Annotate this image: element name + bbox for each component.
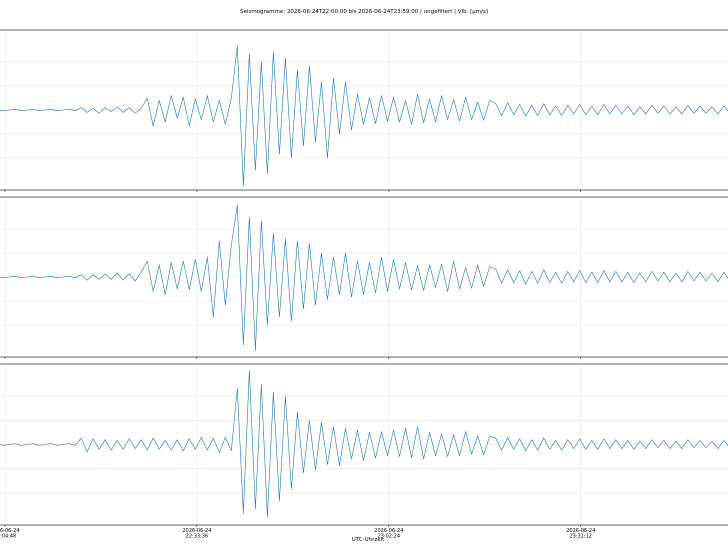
- x-tick-label: 2026-06-24 23:02:24: [374, 528, 403, 540]
- axes-frame: [0, 29, 728, 191]
- chart-title: Seismogramme: 2026-06-24T22:00:00 bis 20…: [240, 9, 488, 15]
- trace: [0, 45, 728, 187]
- axes-frame: [0, 196, 728, 358]
- x-tick-label-line: 22:04:48: [0, 534, 16, 540]
- x-tick-label-line: 22:33:36: [186, 534, 208, 540]
- x-tick-label-line: 2026-06-24: [182, 528, 211, 534]
- x-tick-label: 2026-06-24 22:33:36: [182, 528, 211, 540]
- axes-frame: [0, 363, 728, 526]
- trace: [0, 204, 728, 351]
- x-tick-label-line: 2026-06-24: [374, 528, 403, 534]
- x-tick-label-line: 23:31:12: [570, 534, 592, 540]
- x-axis-label: UTC-Uhrzeit: [352, 537, 385, 543]
- trace: [0, 370, 728, 518]
- x-tick-label-line: 23:02:24: [378, 534, 400, 540]
- x-tick-label-line: 2026-06-24: [566, 528, 595, 534]
- x-tick-label: 2026-06-24 23:31:12: [566, 528, 595, 540]
- x-tick-label-line: 2026-06-24: [0, 528, 20, 534]
